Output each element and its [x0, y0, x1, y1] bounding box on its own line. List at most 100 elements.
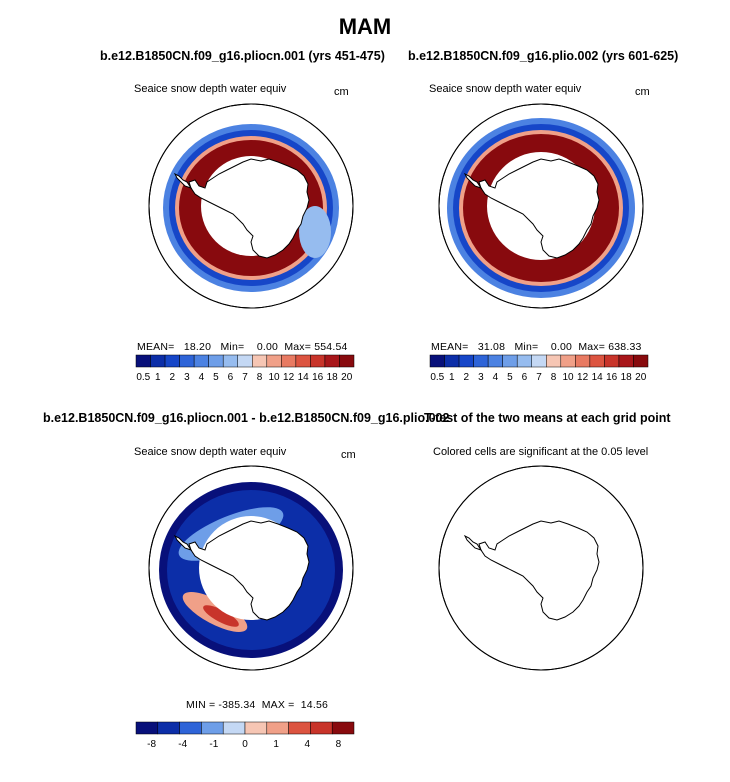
- colorbar-bin: [135, 354, 151, 368]
- min-label: Min=: [220, 341, 245, 353]
- colorbar-bin: [633, 354, 649, 368]
- colorbar-bin: [444, 354, 460, 368]
- antarctica-coastline: [188, 520, 310, 621]
- colorbar-bin: [244, 721, 268, 735]
- antarctic-peninsula: [463, 534, 483, 551]
- colorbar-tick-label: 5: [213, 372, 219, 383]
- colorbar-tick-label: 18: [327, 372, 339, 383]
- colorbar-bin: [560, 354, 576, 368]
- colorbar-bin: [150, 354, 166, 368]
- colorbar-bin: [331, 721, 355, 735]
- panel-1-map: [148, 103, 354, 309]
- max-value: 638.33: [608, 341, 642, 353]
- panel-4-map: [438, 465, 644, 671]
- colorbar-tick-label: 2: [170, 372, 176, 383]
- panel-1-units: cm: [334, 86, 349, 98]
- colorbar-tick-label: 1: [273, 739, 279, 750]
- mean-value: 18.20: [183, 341, 212, 353]
- colorbar-bin: [193, 354, 209, 368]
- map-frame: [148, 465, 354, 671]
- colorbar-bin: [157, 721, 180, 735]
- max-value: 554.54: [314, 341, 348, 353]
- colorbar-tick-label: 16: [606, 372, 618, 383]
- diff-ross-anomaly-core: [203, 605, 239, 627]
- colorbar-tick-label: 6: [522, 372, 528, 383]
- panel-3-colorbar: -8 -4 -1 0 1 4 8: [135, 721, 355, 750]
- colorbar-bin: [164, 354, 180, 368]
- colorbar-tick-label: 6: [228, 372, 234, 383]
- colorbar-bin: [266, 721, 289, 735]
- colorbar-bin: [429, 354, 445, 368]
- colorbar-tick-label: 14: [298, 372, 310, 383]
- map-frame: [148, 103, 354, 309]
- colorbar-bin: [310, 354, 326, 368]
- colorbar-tick-label: 12: [283, 372, 295, 383]
- colorbar-tick-label: 3: [478, 372, 484, 383]
- colorbar-tick-label: 2: [464, 372, 470, 383]
- figure-title: MAM: [338, 14, 392, 39]
- panel-3-title: b.e12.B1850CN.f09_g16.pliocn.001 - b.e12…: [43, 411, 450, 425]
- colorbar-tick-label: -4: [178, 739, 187, 750]
- colorbar-bin: [546, 354, 562, 368]
- colorbar-tick-label: 20: [341, 372, 353, 383]
- colorbar-bin: [487, 354, 503, 368]
- colorbar-tick-label: 8: [551, 372, 557, 383]
- panel-2-title: b.e12.B1850CN.f09_g16.plio.002 (yrs 601-…: [408, 49, 679, 63]
- min-value: -385.34: [218, 699, 256, 711]
- min-label: Min=: [514, 341, 539, 353]
- colorbar-bin: [135, 721, 159, 735]
- panel-4-title: T-test of the two means at each grid poi…: [424, 411, 671, 425]
- colorbar-tick-label: 1: [155, 372, 161, 383]
- colorbar-tick-label: 8: [336, 739, 342, 750]
- colorbar-bin: [288, 721, 311, 735]
- colorbar-tick-label: 12: [577, 372, 589, 383]
- colorbar-bin: [531, 354, 547, 368]
- colorbar-bin: [208, 354, 224, 368]
- min-label: MIN =: [186, 699, 216, 711]
- panel-4-field: Colored cells are significant at the 0.0…: [433, 446, 649, 458]
- colorbar-tick-label: 7: [536, 372, 542, 383]
- antarctic-peninsula: [173, 534, 193, 551]
- colorbar-bin: [618, 354, 634, 368]
- thin-ice-sector: [299, 206, 331, 258]
- colorbar-tick-label: 8: [257, 372, 263, 383]
- colorbar-bin: [604, 354, 620, 368]
- colorbar-bin: [458, 354, 474, 368]
- map-frame: [438, 465, 644, 671]
- panel-1-stats: MEAN= 18.20 Min= 0.00 Max= 554.54: [137, 341, 348, 353]
- panel-2-stats: MEAN= 31.08 Min= 0.00 Max= 638.33: [431, 341, 642, 353]
- colorbar-tick-label: -1: [209, 739, 218, 750]
- colorbar-tick-label: 7: [242, 372, 248, 383]
- colorbar-bin: [575, 354, 591, 368]
- colorbar-bin: [179, 354, 195, 368]
- colorbar-bin: [324, 354, 340, 368]
- panel-1-field: Seaice snow depth water equiv: [134, 83, 287, 95]
- max-label: Max=: [578, 341, 606, 353]
- antarctica-coastline: [478, 158, 600, 259]
- colorbar-bin: [589, 354, 605, 368]
- colorbar-tick-label: 5: [507, 372, 513, 383]
- antarctic-peninsula: [173, 172, 193, 189]
- panel-2-units: cm: [635, 86, 650, 98]
- colorbar-tick-label: 10: [269, 372, 281, 383]
- colorbar-tick-label: 10: [563, 372, 575, 383]
- colorbar-bin: [222, 721, 246, 735]
- panel-2-colorbar: 0.5 1 2 3 4 5 6 7 8 10 12 14 16 18 20: [429, 354, 649, 383]
- colorbar-tick-label: 0.5: [136, 372, 150, 383]
- max-label: Max=: [284, 341, 312, 353]
- panel-2-field: Seaice snow depth water equiv: [429, 83, 582, 95]
- panel-3-stats: MIN = -385.34 MAX = 14.56: [186, 699, 328, 711]
- min-value: 0.00: [256, 341, 279, 353]
- antarctica-coastline: [188, 158, 310, 259]
- map-frame: [438, 103, 644, 309]
- max-label: MAX =: [261, 699, 295, 711]
- colorbar-tick-label: 3: [184, 372, 190, 383]
- antarctica-coastline: [478, 520, 600, 621]
- colorbar-bin: [281, 354, 297, 368]
- colorbar-tick-label: 14: [592, 372, 604, 383]
- colorbar-tick-label: 0.5: [430, 372, 444, 383]
- mean-label: MEAN=: [137, 341, 175, 353]
- colorbar-bin: [266, 354, 282, 368]
- colorbar-bin: [339, 354, 355, 368]
- panel-3-field: Seaice snow depth water equiv: [134, 446, 287, 458]
